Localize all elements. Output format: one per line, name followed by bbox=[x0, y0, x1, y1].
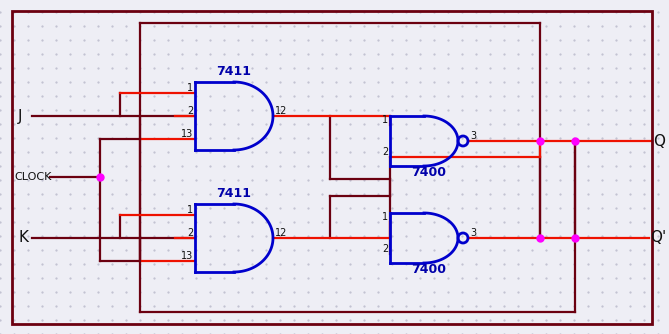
Text: J: J bbox=[18, 109, 23, 124]
Text: 13: 13 bbox=[181, 129, 193, 139]
Text: Q': Q' bbox=[650, 230, 666, 245]
Text: 2: 2 bbox=[382, 147, 388, 157]
Text: CLOCK: CLOCK bbox=[14, 172, 52, 182]
Text: 1: 1 bbox=[382, 212, 388, 222]
Text: 7411: 7411 bbox=[217, 187, 252, 200]
Text: 2: 2 bbox=[187, 228, 193, 238]
Text: 1: 1 bbox=[382, 115, 388, 125]
Text: 12: 12 bbox=[275, 228, 288, 238]
Text: 12: 12 bbox=[275, 106, 288, 116]
Text: 7411: 7411 bbox=[217, 65, 252, 78]
Text: 3: 3 bbox=[470, 131, 476, 141]
Text: K: K bbox=[18, 230, 28, 245]
Text: 1: 1 bbox=[187, 205, 193, 215]
Text: 1: 1 bbox=[187, 83, 193, 93]
Text: 7400: 7400 bbox=[411, 166, 446, 179]
Text: 13: 13 bbox=[181, 251, 193, 261]
Text: Q: Q bbox=[653, 134, 665, 149]
Text: 7400: 7400 bbox=[411, 263, 446, 276]
Text: 3: 3 bbox=[470, 228, 476, 238]
Text: 2: 2 bbox=[187, 106, 193, 116]
Text: 2: 2 bbox=[382, 244, 388, 254]
